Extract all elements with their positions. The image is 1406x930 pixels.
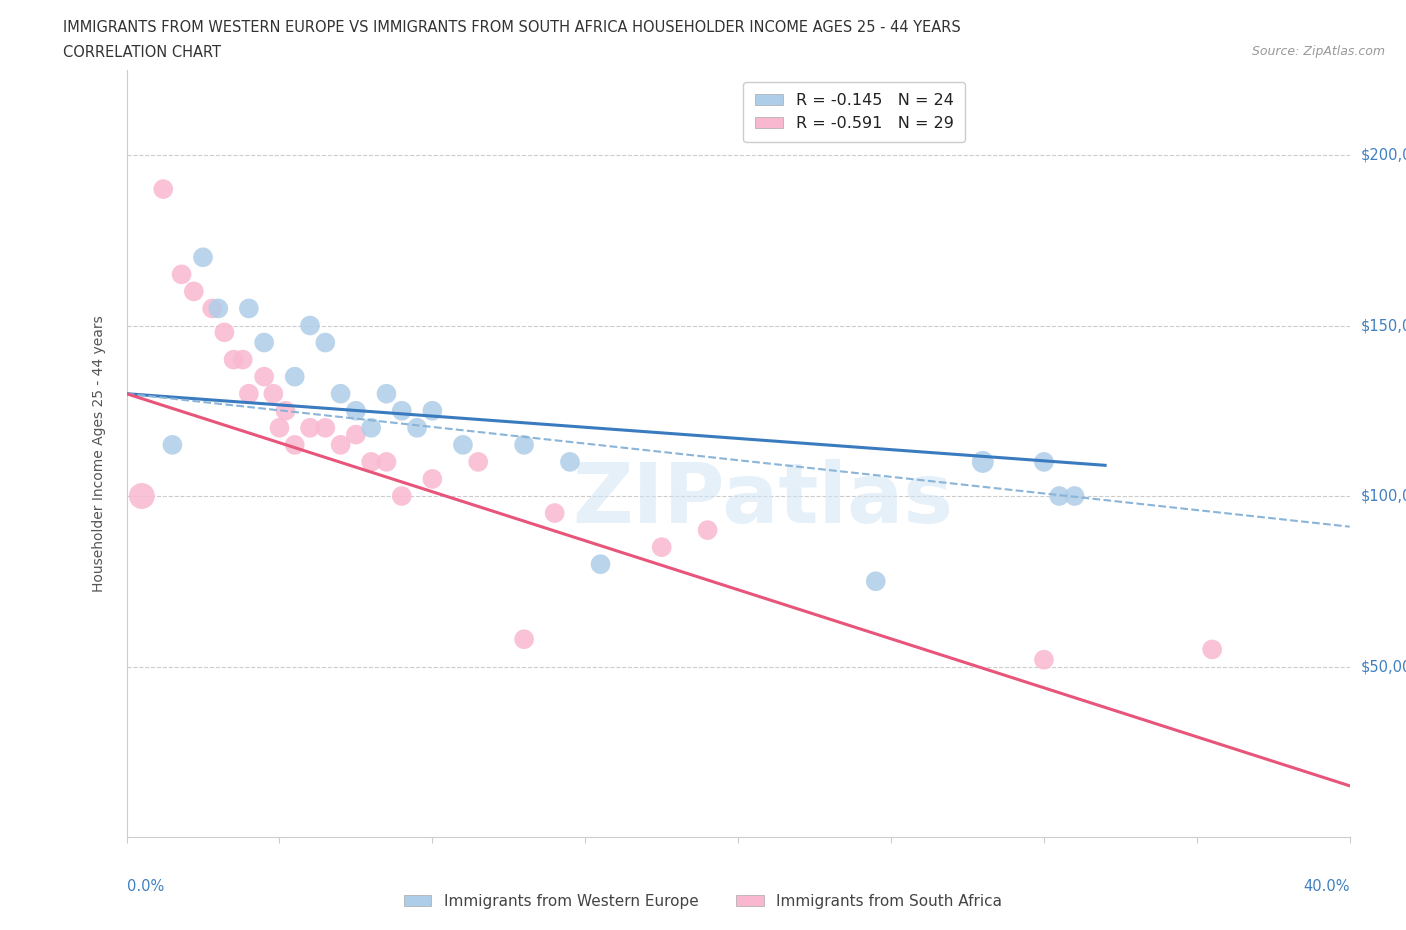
- Point: [329, 386, 352, 401]
- Legend: Immigrants from Western Europe, Immigrants from South Africa: Immigrants from Western Europe, Immigran…: [398, 888, 1008, 915]
- Point: [222, 352, 245, 367]
- Text: $150,000: $150,000: [1361, 318, 1406, 333]
- Point: [232, 352, 254, 367]
- Point: [201, 301, 224, 316]
- Point: [162, 437, 184, 452]
- Point: [589, 557, 612, 572]
- Point: [1033, 652, 1056, 667]
- Point: [467, 455, 489, 470]
- Point: [375, 455, 398, 470]
- Point: [314, 420, 336, 435]
- Point: [207, 301, 229, 316]
- Point: [214, 325, 236, 339]
- Point: [865, 574, 887, 589]
- Point: [360, 455, 382, 470]
- Point: [1201, 642, 1223, 657]
- Point: [299, 420, 322, 435]
- Point: [191, 250, 214, 265]
- Point: [314, 335, 336, 350]
- Point: [513, 437, 536, 452]
- Text: 0.0%: 0.0%: [127, 879, 163, 895]
- Point: [253, 369, 276, 384]
- Point: [375, 386, 398, 401]
- Text: Source: ZipAtlas.com: Source: ZipAtlas.com: [1251, 45, 1385, 58]
- Point: [558, 455, 581, 470]
- Point: [238, 301, 260, 316]
- Point: [329, 437, 352, 452]
- Point: [274, 404, 297, 418]
- Point: [422, 404, 444, 418]
- Point: [183, 284, 205, 299]
- Point: [152, 181, 174, 196]
- Point: [651, 539, 673, 554]
- Point: [253, 335, 276, 350]
- Point: [1033, 455, 1056, 470]
- Point: [451, 437, 474, 452]
- Point: [344, 427, 367, 442]
- Point: [269, 420, 291, 435]
- Point: [391, 488, 413, 503]
- Point: [406, 420, 429, 435]
- Point: [360, 420, 382, 435]
- Point: [391, 404, 413, 418]
- Text: CORRELATION CHART: CORRELATION CHART: [63, 45, 221, 60]
- Point: [238, 386, 260, 401]
- Point: [344, 404, 367, 418]
- Point: [1047, 488, 1070, 503]
- Text: $200,000: $200,000: [1361, 148, 1406, 163]
- Text: 40.0%: 40.0%: [1303, 879, 1350, 895]
- Point: [422, 472, 444, 486]
- Point: [284, 437, 307, 452]
- Legend: R = -0.145   N = 24, R = -0.591   N = 29: R = -0.145 N = 24, R = -0.591 N = 29: [744, 82, 966, 142]
- Text: $100,000: $100,000: [1361, 488, 1406, 503]
- Text: IMMIGRANTS FROM WESTERN EUROPE VS IMMIGRANTS FROM SOUTH AFRICA HOUSEHOLDER INCOM: IMMIGRANTS FROM WESTERN EUROPE VS IMMIGR…: [63, 20, 962, 35]
- Point: [131, 488, 153, 503]
- Text: $50,000: $50,000: [1361, 659, 1406, 674]
- Point: [299, 318, 322, 333]
- Point: [543, 506, 565, 521]
- Point: [513, 631, 536, 646]
- Point: [972, 455, 994, 470]
- Point: [1063, 488, 1085, 503]
- Point: [170, 267, 193, 282]
- Text: ZIPatlas: ZIPatlas: [572, 458, 953, 540]
- Point: [284, 369, 307, 384]
- Y-axis label: Householder Income Ages 25 - 44 years: Householder Income Ages 25 - 44 years: [91, 315, 105, 591]
- Point: [262, 386, 284, 401]
- Point: [696, 523, 718, 538]
